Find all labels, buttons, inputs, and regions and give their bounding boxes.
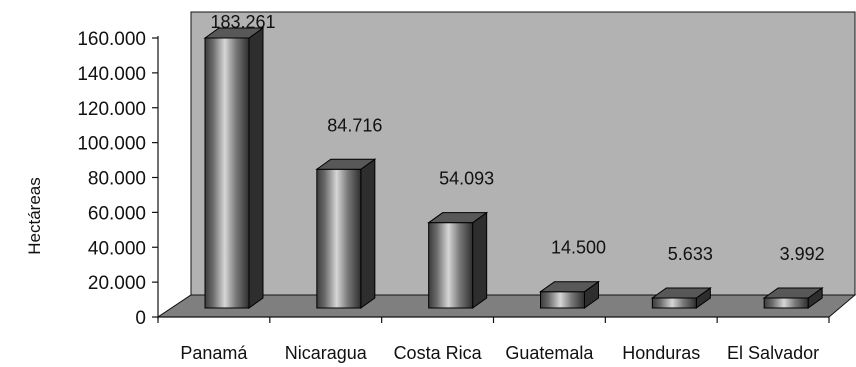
- bar-front: [428, 222, 474, 309]
- bar-side: [360, 158, 376, 309]
- bar-top: [650, 287, 712, 299]
- y-tick-label: 40.000: [88, 238, 146, 259]
- bar-top: [762, 287, 824, 299]
- y-axis-title: Hectáreas: [25, 177, 44, 254]
- data-label: 54.093: [439, 169, 494, 189]
- x-tick-label: Nicaragua: [285, 343, 368, 363]
- y-tick-label: 60.000: [88, 203, 146, 224]
- data-labels: 183.261 84.716 54.093 14.500 5.633 3.992: [210, 12, 824, 264]
- y-tick-label: 160.000: [77, 29, 146, 50]
- y-tick-label: 100.000: [77, 134, 146, 155]
- bar-front: [204, 37, 250, 309]
- bar-nicaragua: [315, 158, 377, 309]
- x-tick-label: Guatemala: [505, 343, 594, 363]
- data-label: 3.992: [780, 244, 825, 264]
- data-label: 183.261: [210, 12, 275, 32]
- data-label: 84.716: [327, 115, 382, 135]
- bar-guatemala: [538, 280, 601, 309]
- bar-costa-rica: [427, 211, 489, 309]
- y-tick-label: 0: [135, 308, 146, 329]
- bar-front: [651, 297, 697, 309]
- bar-el-salvador: [762, 287, 824, 309]
- data-label: 5.633: [668, 244, 713, 264]
- y-tick-label: 140.000: [77, 64, 146, 85]
- y-tick-label: 120.000: [77, 99, 146, 120]
- x-tick-label: Panamá: [180, 343, 248, 363]
- bar-top: [315, 158, 377, 170]
- bar-top: [427, 212, 489, 224]
- bar-side: [248, 27, 264, 309]
- x-tick-label: Honduras: [622, 343, 700, 363]
- bar-honduras: [650, 287, 712, 309]
- x-tick-label: Costa Rica: [394, 343, 483, 363]
- y-tick-label: 80.000: [88, 169, 146, 190]
- data-label: 14.500: [551, 238, 606, 258]
- bar-front: [763, 297, 809, 309]
- bar-panamá: [203, 27, 265, 309]
- bar-series: [203, 27, 824, 309]
- x-tick-label: El Salvador: [727, 343, 819, 363]
- y-tick-label: 20.000: [88, 273, 146, 294]
- bar-top: [538, 281, 601, 293]
- bar-top: [203, 27, 265, 39]
- bar-front: [316, 168, 362, 309]
- bar-side: [472, 211, 488, 309]
- bar-front: [540, 291, 585, 309]
- y-axis: 0 20.000 40.000 60.000 80.000 100.000 120.000 1…: [77, 29, 159, 329]
- x-axis: Panamá Nicaragua Costa Rica Guatemala Hondur…: [157, 316, 830, 363]
